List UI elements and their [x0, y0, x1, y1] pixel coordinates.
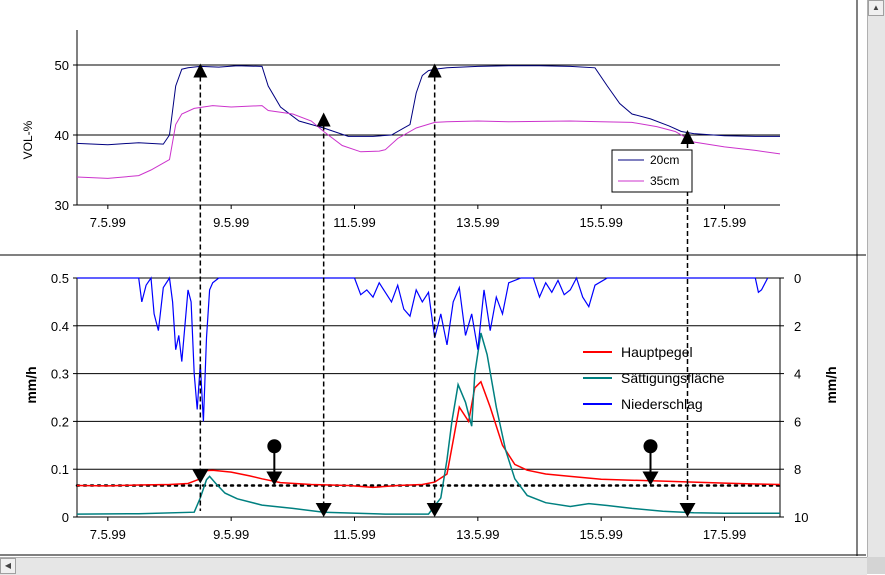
horizontal-scrollbar[interactable]: ◀	[0, 557, 867, 575]
bottom-y-tick-label: 0.2	[51, 414, 69, 429]
bottom-y-tick-label: 0.5	[51, 271, 69, 286]
bottom-y-tick-label: 0.4	[51, 319, 69, 334]
top-x-tick-label: 9.5.99	[213, 215, 249, 230]
top-x-tick-label: 11.5.99	[333, 215, 375, 230]
pin-marker-icon	[643, 439, 658, 454]
bottom-x-tick-label: 17.5.99	[703, 527, 746, 542]
bottom-y-tick-label: 0.3	[51, 367, 69, 382]
top-legend: 20cm 35cm	[611, 149, 693, 193]
triangle-down-icon	[679, 503, 696, 517]
top-series-line-35cm	[76, 105, 781, 179]
top-plot: 30 40 50 7.5.99 9.5.99 11.5.99 13.5.99 15.5.99 1…	[55, 30, 781, 230]
triangle-up-icon	[193, 63, 208, 78]
triangle-up-icon	[680, 130, 695, 144]
top-x-tick-label: 7.5.99	[90, 215, 126, 230]
top-legend-box	[611, 149, 693, 193]
bottom-y2-tick-label: 2	[794, 319, 801, 334]
arrow-overlay	[192, 63, 696, 517]
bottom-x-tick-label: 11.5.99	[333, 527, 375, 542]
bottom-x-tick-label: 15.5.99	[579, 527, 622, 542]
legend-label-hauptpegel: Hauptpegel	[621, 344, 693, 360]
bottom-series-line-Sättigungsfläche	[76, 332, 780, 515]
triangle-down-icon	[642, 471, 659, 486]
legend-label-35cm: 35cm	[650, 174, 679, 188]
scrollbar-corner	[867, 557, 885, 574]
top-y-tick-label: 50	[55, 58, 69, 73]
top-y-tick-label: 40	[55, 128, 69, 143]
triangle-down-icon	[266, 471, 283, 486]
scroll-left-arrow-icon[interactable]: ◀	[0, 558, 16, 574]
bottom-y-tick-label: 0.1	[51, 462, 69, 477]
top-x-tick-label: 17.5.99	[703, 215, 746, 230]
triangle-up-icon	[427, 63, 442, 78]
top-y-tick-label: 30	[55, 198, 69, 213]
top-x-tick-label: 15.5.99	[579, 215, 622, 230]
triangle-down-icon	[426, 503, 443, 517]
bottom-y2-tick-label: 0	[794, 271, 801, 286]
legend-label-saettigung: Sättigungsfläche	[621, 370, 725, 386]
bottom-y-axis-label: mm/h	[23, 366, 39, 403]
vertical-scrollbar[interactable]: ▲	[867, 0, 885, 557]
bottom-y-tick-label: 0	[62, 510, 69, 525]
bottom-x-tick-label: 9.5.99	[213, 527, 249, 542]
bottom-x-tick-label: 7.5.99	[90, 527, 126, 542]
bottom-x-tick-label: 13.5.99	[456, 527, 499, 542]
bottom-plot: 0 0.1 0.2 0.3 0.4 0.5 0 2 4 6 8 10 7.5.99 9.5.99 11.5.…	[51, 271, 809, 542]
bottom-series-line-Niederschlag	[77, 276, 769, 422]
pin-marker-icon	[267, 439, 282, 454]
triangle-down-icon	[192, 469, 209, 484]
triangle-down-icon	[315, 503, 332, 517]
scroll-up-arrow-icon[interactable]: ▲	[868, 0, 884, 16]
triangle-up-icon	[316, 112, 331, 127]
top-y-axis-label: VOL-%	[21, 120, 35, 159]
bottom-y2-axis-label: mm/h	[823, 366, 839, 403]
legend-label-niederschlag: Niederschlag	[621, 396, 703, 412]
top-x-tick-label: 13.5.99	[456, 215, 499, 230]
legend-label-20cm: 20cm	[650, 153, 679, 167]
bottom-y2-tick-label: 6	[794, 414, 801, 429]
bottom-legend: Hauptpegel Sättigungsfläche Niederschlag	[583, 344, 725, 412]
bottom-y2-tick-label: 8	[794, 462, 801, 477]
top-series-line-20cm	[76, 65, 780, 146]
bottom-y2-tick-label: 10	[794, 510, 808, 525]
bottom-y2-tick-label: 4	[794, 367, 801, 382]
